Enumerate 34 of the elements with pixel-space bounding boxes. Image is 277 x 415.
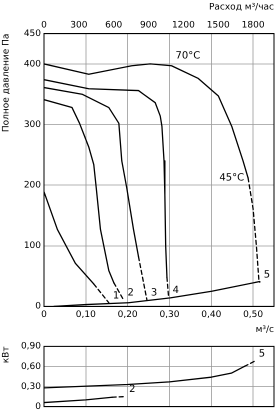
x-tick-label: 0,20 bbox=[118, 310, 138, 320]
x2-tick-label: 1500 bbox=[206, 20, 230, 31]
y-tick-label: 450 bbox=[24, 28, 42, 39]
annotation: 45°C bbox=[219, 172, 244, 184]
x-tick-label: 0,30 bbox=[159, 310, 180, 320]
x2-tick-label: 900 bbox=[140, 20, 158, 31]
x-tick-label: 0,10 bbox=[76, 310, 96, 320]
series-label: 2 bbox=[129, 384, 136, 396]
series-label: 1 bbox=[112, 290, 120, 302]
x2-axis-title: Расход м³/час bbox=[208, 2, 274, 13]
y-tick-label: 400 bbox=[24, 59, 42, 70]
y-tick-label: 0,90 bbox=[20, 342, 42, 352]
y-tick-label: 0 bbox=[35, 302, 42, 312]
x2-tick-label: 1200 bbox=[172, 20, 196, 31]
y-tick-label: 100 bbox=[24, 241, 42, 252]
x-tick-label: 0,50 bbox=[243, 310, 264, 320]
y-tick-label: 0,30 bbox=[20, 382, 42, 392]
x-axis-title: м³/с bbox=[256, 324, 274, 335]
series-label: 3 bbox=[150, 287, 158, 298]
y-tick-label: 300 bbox=[24, 120, 42, 130]
series-label: 5 bbox=[264, 270, 270, 281]
y-axis-title: кВт bbox=[2, 346, 12, 364]
series-label: 5 bbox=[258, 348, 266, 360]
y-tick-label: 0 bbox=[35, 402, 42, 412]
series-label: 4 bbox=[172, 284, 179, 296]
annotation: 70°C bbox=[176, 50, 200, 62]
x2-tick-label: 300 bbox=[70, 20, 88, 31]
y-axis-title: Полное давление Па bbox=[2, 34, 12, 132]
x2-tick-label: 600 bbox=[105, 20, 123, 31]
x-tick-label: 0,40 bbox=[201, 310, 222, 320]
y-tick-label: 200 bbox=[24, 180, 42, 190]
y-tick-label: 0,60 bbox=[20, 362, 42, 372]
series-label: 2 bbox=[127, 287, 134, 298]
x2-tick-label: 1800 bbox=[242, 20, 265, 31]
